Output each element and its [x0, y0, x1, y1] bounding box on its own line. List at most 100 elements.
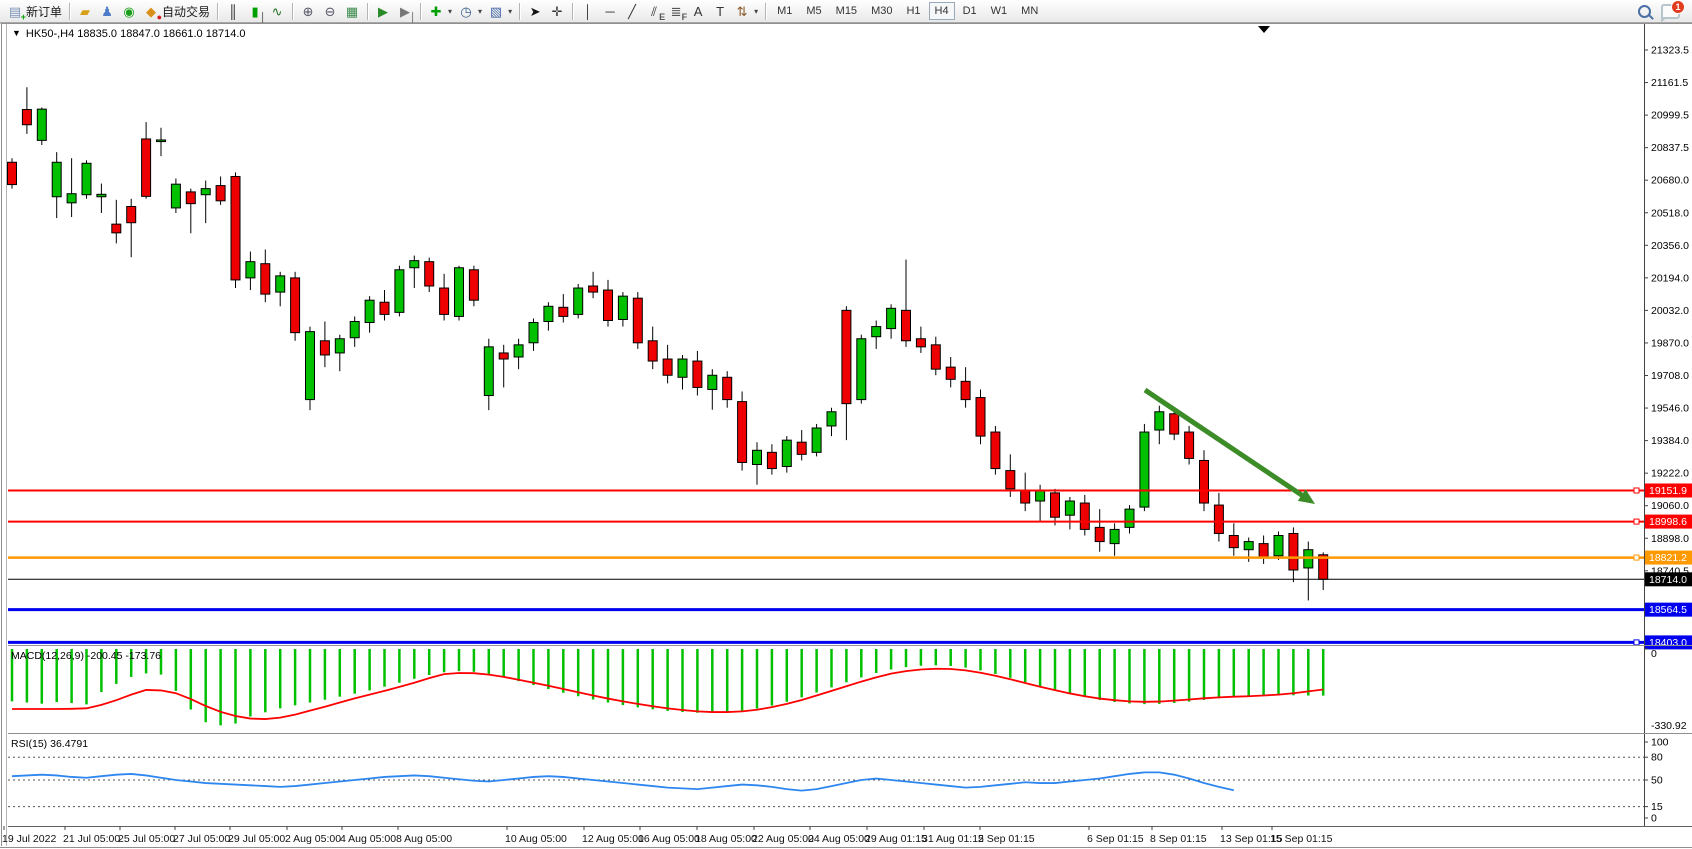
timeframe-m5-button[interactable]: M5 — [806, 5, 822, 17]
signals-button[interactable]: ◉ — [118, 1, 140, 21]
timeframe-h4-button[interactable]: H4 — [928, 2, 955, 20]
date-tick-label: 10 Aug 05:00 — [505, 833, 567, 845]
price-tick-label: 20680.0 — [1651, 175, 1689, 187]
price-tick-label: 20999.5 — [1651, 110, 1689, 122]
date-tick-label: 12 Aug 05:00 — [582, 833, 644, 845]
zoom-out-button[interactable]: ⊖ — [319, 1, 341, 21]
auto-trading-button[interactable]: ◆ ● 自动交易 — [140, 1, 213, 22]
level-lines[interactable]: 19151.918998.618821.218714.018564.518403… — [8, 483, 1692, 650]
vertical-line-icon: │ — [584, 3, 593, 19]
price-badge-18821.2 — [1645, 550, 1692, 565]
chart-shift-icon: ▶ │ — [400, 3, 417, 22]
timeframe-m1-button[interactable]: M1 — [777, 5, 793, 17]
date-tick-label: 29 Jul 05:00 — [228, 833, 285, 845]
tile-windows-icon: ▦ — [345, 3, 359, 19]
price-tick-label: 18740.5 — [1651, 565, 1689, 577]
timeframe-m15-button[interactable]: M15 — [835, 5, 858, 17]
text-button[interactable]: A — [687, 1, 709, 21]
toolbar-separator — [367, 2, 369, 20]
chevron-down-icon[interactable]: ▾ — [448, 6, 453, 16]
horizontal-line-icon: ─ — [605, 3, 615, 19]
macd-axis-label: 0 — [1651, 648, 1657, 660]
new-order-button[interactable]: ▤ + 新订单 — [4, 1, 65, 22]
chart-shift-button[interactable]: ▶ │ — [394, 1, 417, 22]
vertical-line-button[interactable]: │ — [577, 1, 599, 21]
price-axis: 21323.5 21161.5 20999.5 20837.5 20680.0 20518… — [1644, 45, 1689, 577]
crosshair-button[interactable]: ✛ — [546, 1, 568, 21]
timeframe-w1-button[interactable]: W1 — [990, 5, 1008, 17]
candlestick-button[interactable]: ▮ │ — [244, 1, 266, 22]
cursor-icon: ➤ — [529, 3, 541, 19]
chevron-down-icon[interactable]: ▾ — [754, 6, 759, 16]
date-tick-label: 27 Jul 05:00 — [173, 833, 230, 845]
toolbar-right: 1 — [1638, 0, 1688, 23]
timeframe-m30-button[interactable]: M30 — [871, 5, 893, 17]
trend-arrow-head[interactable] — [1297, 489, 1315, 504]
toolbar-separator — [519, 2, 521, 20]
line-handle[interactable] — [1633, 554, 1640, 561]
signals-icon: ◉ — [123, 3, 135, 19]
price-tick-label: 19060.0 — [1651, 500, 1689, 512]
chart-dropdown-icon[interactable]: ▼ — [12, 28, 21, 38]
text-label-button[interactable]: T — [709, 1, 731, 21]
indicators-button[interactable]: ✚ ▾ — [425, 1, 455, 21]
date-tick-label: 8 Sep 01:15 — [1150, 833, 1207, 845]
new-order-icon: ▤ + — [8, 3, 26, 22]
rsi-axis-label: 50 — [1651, 775, 1663, 787]
auto-trading-icon: ◆ ● — [146, 3, 163, 22]
line-chart-button[interactable]: ∿ — [266, 1, 288, 21]
trendline-button[interactable]: ╱ — [621, 1, 643, 21]
tile-windows-button[interactable]: ▦ — [341, 1, 363, 21]
indicators-icon: ✚ — [430, 3, 442, 19]
chart-title[interactable]: ▼ HK50-,H4 18835.0 18847.0 18661.0 18714.… — [12, 28, 246, 40]
rsi-line — [11, 771, 1235, 792]
zoom-in-button[interactable]: ⊕ — [297, 1, 319, 21]
timeframe-d1-button[interactable]: D1 — [962, 5, 977, 17]
crosshair-icon: ✛ — [551, 3, 563, 19]
toolbar-separator — [217, 2, 219, 20]
date-tick-label: 16 Aug 05:00 — [638, 833, 700, 845]
data-window-button[interactable]: ♟ — [96, 1, 118, 21]
price-tick-label: 20194.0 — [1651, 272, 1689, 284]
horizontal-line-button[interactable]: ─ — [599, 1, 621, 21]
chevron-down-icon[interactable]: ▾ — [478, 6, 483, 16]
cursor-button[interactable]: ➤ — [524, 1, 546, 21]
bar-chart-button[interactable]: ║ — [222, 1, 244, 21]
chat-icon[interactable]: 1 — [1661, 0, 1685, 23]
arrows-icon: ⇅ — [736, 3, 748, 19]
date-tick-label: 25 Jul 05:00 — [118, 833, 175, 845]
price-tick-label: 21323.5 — [1651, 45, 1689, 57]
trend-arrow[interactable] — [1143, 387, 1307, 500]
search-icon[interactable] — [1638, 4, 1651, 18]
periods-button[interactable]: ◷ ▾ — [455, 1, 485, 21]
price-tick-label: 20032.0 — [1651, 305, 1689, 317]
market-watch-button[interactable]: ▰ — [74, 1, 96, 21]
timeframe-mn-button[interactable]: MN — [1021, 5, 1039, 17]
fibonacci-button[interactable]: ≣ F — [665, 1, 687, 22]
rsi-axis-label: 80 — [1651, 752, 1663, 764]
auto-scroll-icon: ▶ — [378, 3, 389, 19]
rsi-axis-label: 100 — [1651, 737, 1669, 749]
arrows-button[interactable]: ⇅ ▾ — [731, 1, 761, 21]
timeframe-h1-button[interactable]: H1 — [906, 5, 921, 17]
auto-scroll-button[interactable]: ▶ — [372, 1, 394, 21]
price-badge-label: 18564.5 — [1649, 604, 1687, 616]
date-tick-label: 29 Aug 01:15 — [865, 833, 927, 845]
templates-button[interactable]: ▧ ▾ — [485, 1, 515, 21]
line-handle[interactable] — [1633, 639, 1640, 646]
chart-shift-marker[interactable] — [1258, 26, 1270, 33]
channel-icon: ⫽ E — [651, 3, 666, 22]
equidistant-channel-button[interactable]: ⫽ E — [643, 1, 666, 22]
text-icon: A — [693, 3, 703, 19]
date-tick-label: 2 Sep 01:15 — [978, 833, 1035, 845]
text-label-icon: T — [716, 3, 725, 19]
chevron-down-icon[interactable]: ▾ — [508, 6, 513, 16]
line-handle[interactable] — [1633, 487, 1640, 494]
date-tick-label: 18 Aug 05:00 — [695, 833, 757, 845]
line-handle[interactable] — [1633, 518, 1640, 525]
new-order-button-label: 新订单 — [26, 4, 63, 19]
price-badge-18998.6 — [1645, 514, 1692, 529]
date-tick-label: 21 Jul 05:00 — [63, 833, 120, 845]
